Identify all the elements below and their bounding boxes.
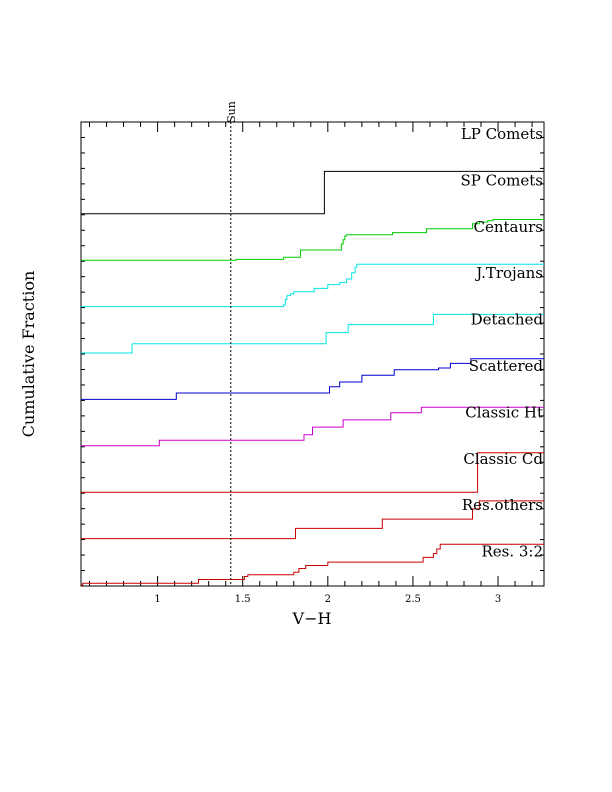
series-label: LP Comets	[461, 125, 543, 143]
series-line	[81, 543, 544, 586]
x-tick-label: 1.5	[235, 594, 251, 605]
series-label: Scattered	[469, 357, 544, 375]
label-group: LP Comets SP Comets Centaurs J.Trojans Detac…	[461, 125, 544, 561]
minor-ticks	[81, 122, 544, 586]
series-line	[81, 170, 544, 215]
series-label: Classic Ht	[465, 403, 543, 421]
series-line	[81, 406, 544, 447]
sun-label: Sun	[225, 101, 238, 123]
series-group	[81, 170, 544, 586]
series-line	[81, 358, 544, 400]
series-label: Res.others	[462, 496, 543, 514]
major-ticks	[157, 122, 499, 586]
series-line	[81, 500, 544, 540]
series-line	[81, 263, 544, 308]
series-label: J.Trojans	[474, 264, 543, 282]
series-label: Detached	[471, 311, 544, 329]
tick-labels: 1 1.5 2 2.5 3	[154, 594, 501, 605]
x-axis-label: V−H	[292, 609, 332, 628]
series-line	[81, 219, 544, 261]
series-label: Centaurs	[473, 218, 543, 236]
x-tick-label: 2	[325, 594, 331, 605]
x-tick-label: 1	[154, 594, 160, 605]
x-tick-label: 2.5	[405, 594, 421, 605]
series-label: SP Comets	[461, 171, 543, 189]
y-axis-label: Cumulative Fraction	[19, 271, 38, 438]
series-line	[81, 313, 544, 354]
series-label: Classic Cd	[463, 450, 543, 468]
series-label: Res. 3:2	[481, 543, 543, 561]
x-tick-label: 3	[495, 594, 501, 605]
plot-frame	[80, 121, 545, 587]
series-line	[81, 452, 544, 493]
